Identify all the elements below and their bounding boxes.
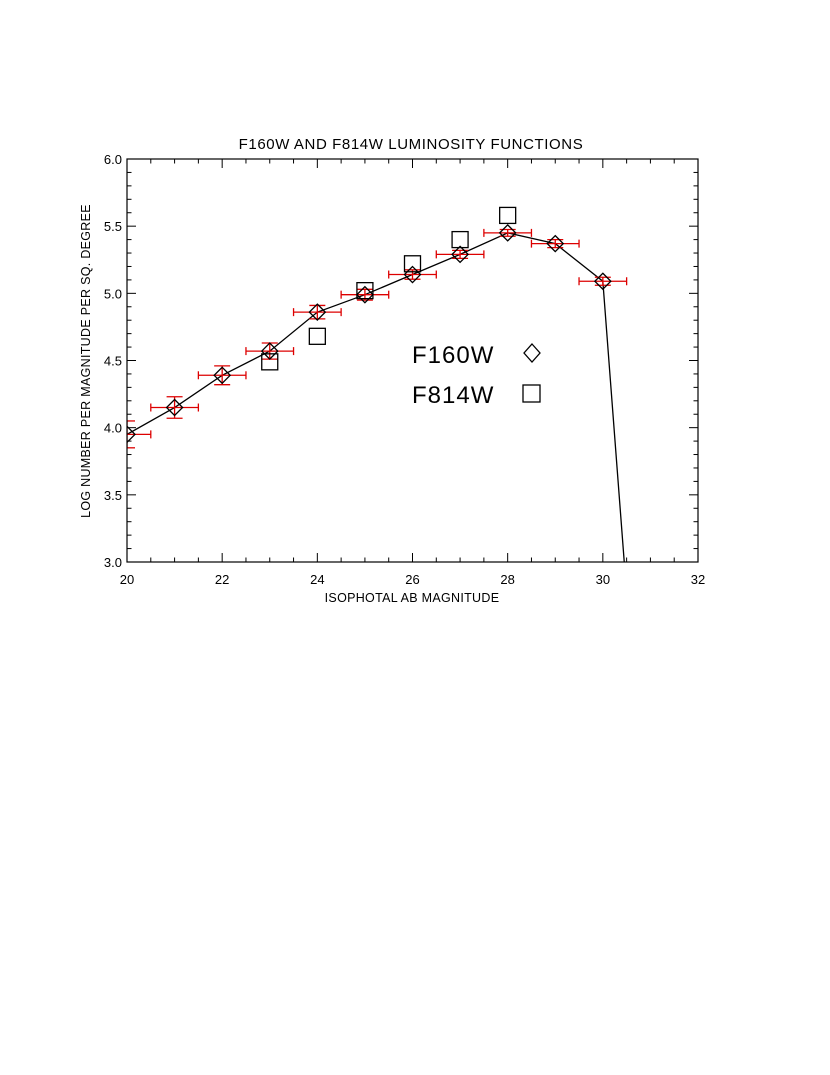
x-tick-label: 20 [120,572,134,587]
x-tick-label: 26 [405,572,419,587]
f160w-diamond-point [546,234,565,253]
plot-area [127,206,628,562]
y-tick-label: 5.5 [104,219,122,234]
f160w-diamond-point [498,223,517,242]
x-axis-title: ISOPHOTAL AB MAGNITUDE [325,591,500,605]
x-tick-label: 30 [596,572,610,587]
f160w-diamond-point [593,272,612,291]
f160w-error-bar [530,238,580,249]
y-tick-label: 5.0 [104,286,122,301]
y-axis-title: LOG NUMBER PER MAGNITUDE PER SQ. DEGREE [79,204,93,518]
f814w-square-point [261,353,279,371]
legend-label-f160w: F160W [412,342,494,369]
f814w-square-point [451,230,469,249]
y-tick-label: 3.5 [104,488,122,503]
legend-square-marker [522,384,541,403]
f160w-diamond-point [260,342,279,361]
y-tick-label: 4.0 [104,421,122,436]
x-tick-label: 24 [310,572,324,587]
f160w-diamond-point [165,398,184,417]
f160w-series-line [127,232,625,562]
x-tick-label: 32 [691,572,705,587]
y-tick-label: 3.0 [104,555,122,570]
f160w-diamond-point [355,285,374,304]
legend: F160W F814W [412,342,541,409]
x-tick-label: 28 [500,572,514,587]
f160w-error-bar [435,249,485,260]
f814w-square-point [499,206,517,225]
f160w-error-bar [292,304,342,320]
y-tick-label: 6.0 [104,152,122,167]
f814w-square-point [356,281,374,300]
legend-diamond-marker [523,343,541,363]
legend-label-f814w: F814W [412,382,494,409]
f160w-diamond-point [127,425,136,444]
f160w-error-bar [388,269,437,280]
f814w-square-point [308,327,326,345]
f160w-error-bar [578,276,628,286]
f160w-error-bar [483,228,533,237]
y-tick-label: 4.5 [104,354,122,369]
f160w-error-bar [245,342,295,360]
f160w-diamond-point [308,303,327,322]
f160w-error-bar [197,365,247,386]
f160w-diamond-point [213,366,232,385]
chart-title: F160W AND F814W LUMINOSITY FUNCTIONS [239,136,584,153]
x-tick-label: 22 [215,572,229,587]
f160w-diamond-point [451,245,470,264]
axis-ticks [126,158,699,563]
f814w-square-point [403,255,422,273]
